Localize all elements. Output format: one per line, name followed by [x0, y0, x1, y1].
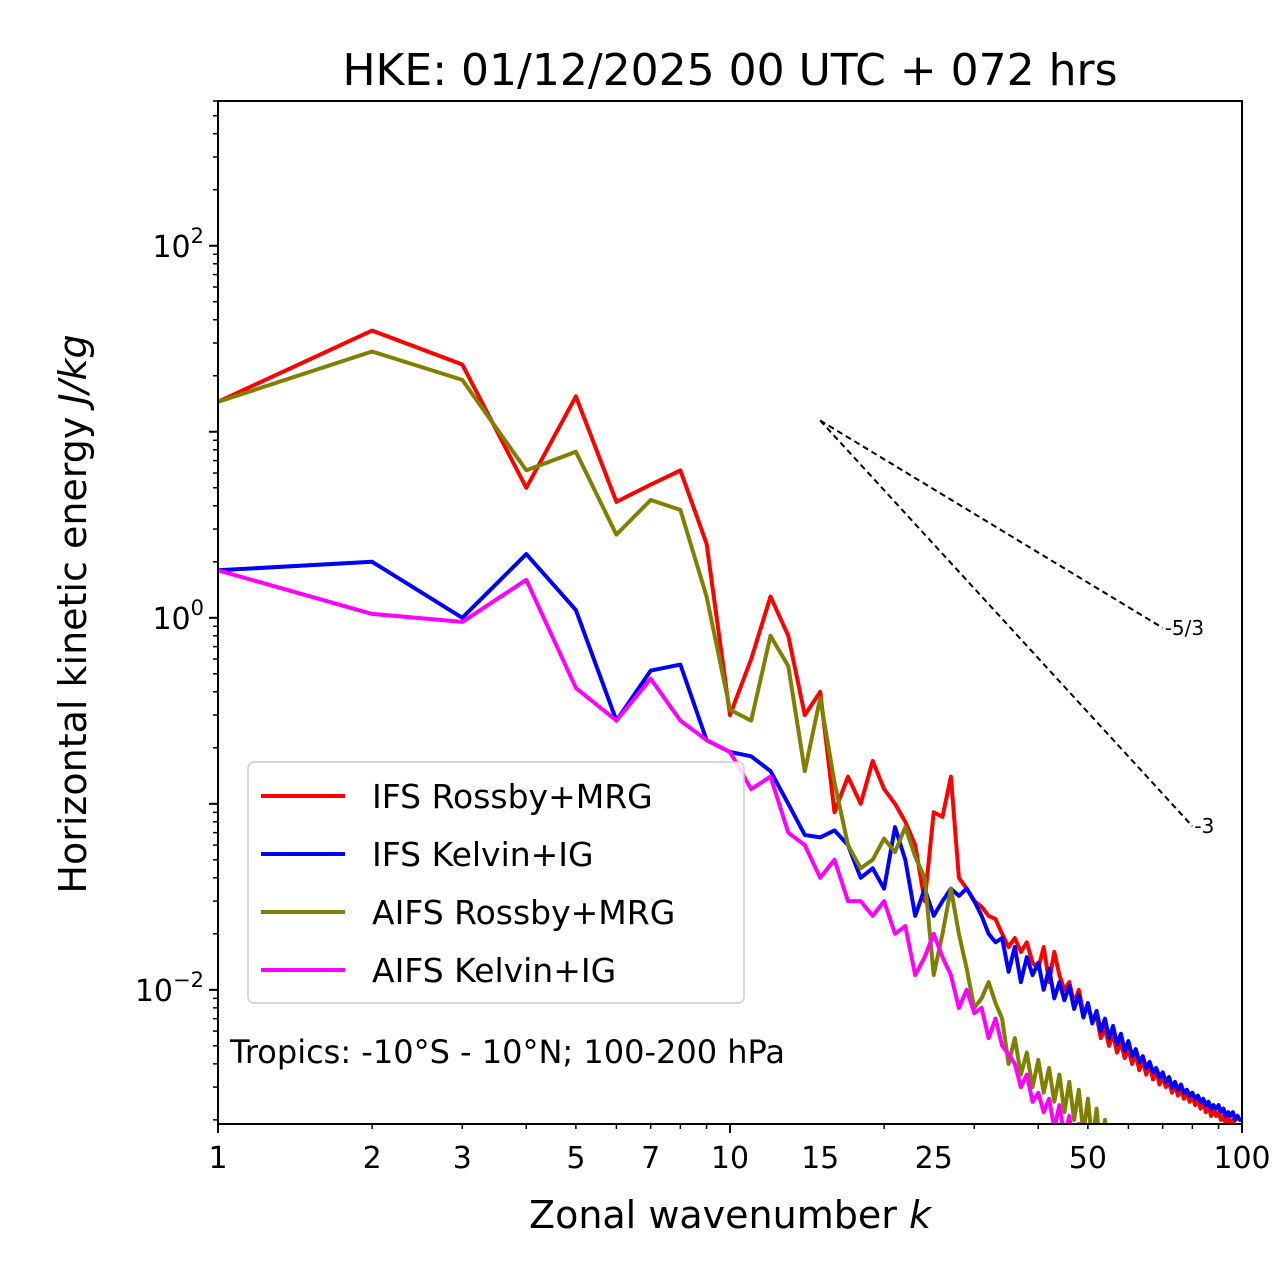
legend-label: AIFS Kelvin+IG: [372, 951, 616, 990]
chart-title: HKE: 01/12/2025 00 UTC + 072 hrs: [342, 45, 1117, 96]
series-line-ifs-rossby-mrg: [218, 328, 1237, 1124]
series-line-aifs-rossby-mrg: [218, 349, 1108, 1124]
legend-label: IFS Rossby+MRG: [372, 777, 653, 816]
x-tick-label: 100: [1213, 1141, 1270, 1176]
reference-slope-label: -3: [1194, 814, 1214, 838]
x-tick-label: 1: [208, 1141, 227, 1176]
reference-slope-line: [819, 419, 1164, 629]
series-line-aifs-kelvin-ig: [218, 568, 1081, 1124]
legend-frame: [247, 761, 745, 1004]
series-line-ifs-kelvin-ig: [218, 552, 1242, 1122]
x-tick-label: 15: [801, 1141, 839, 1176]
x-tick-label: 3: [453, 1141, 472, 1176]
y-tick-label: 102: [152, 224, 204, 265]
x-tick-label: 2: [363, 1141, 382, 1176]
x-tick-label: 25: [915, 1141, 953, 1176]
x-tick-label: 50: [1069, 1141, 1107, 1176]
x-axis-ticks: 1 2 3 5 7 10 15 25 50 100: [208, 1124, 1271, 1176]
x-axis-label: Zonal wavenumber k: [529, 1193, 933, 1237]
y-axis-ticks: 10−2 100 102: [135, 100, 218, 1121]
reference-slope-line: [819, 419, 1194, 827]
y-tick-label: 100: [152, 596, 204, 637]
x-tick-label: 10: [711, 1141, 749, 1176]
legend-label: IFS Kelvin+IG: [372, 835, 594, 874]
legend-label: AIFS Rossby+MRG: [372, 893, 675, 932]
x-tick-label: 5: [566, 1141, 585, 1176]
reference-slope-layer: [819, 419, 1194, 827]
reference-slope-label: -5/3: [1165, 616, 1204, 640]
region-annotation: Tropics: -10°S - 10°N; 100-200 hPa: [229, 1033, 785, 1071]
y-axis-label: Horizontal kinetic energy J/kg: [51, 334, 95, 893]
x-tick-label: 7: [641, 1141, 660, 1176]
series-layer: [218, 328, 1242, 1124]
y-tick-label: 10−2: [135, 968, 204, 1009]
legend: IFS Rossby+MRG IFS Kelvin+IG AIFS Rossby+M…: [247, 761, 745, 1004]
